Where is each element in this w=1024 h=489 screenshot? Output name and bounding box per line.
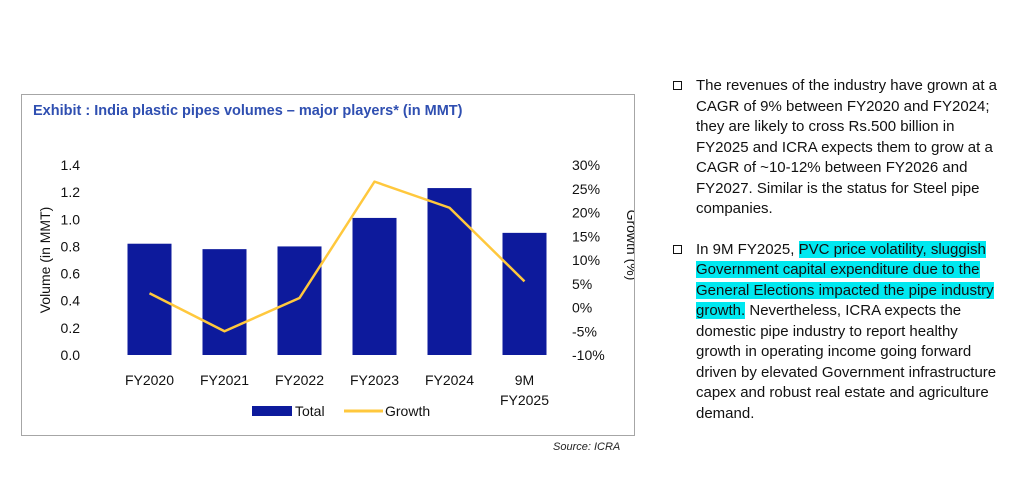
y-tick-label: 0.2 xyxy=(61,320,81,336)
x-tick-label: FY2024 xyxy=(425,372,474,388)
bar xyxy=(502,232,547,355)
source-note: Source: ICRA xyxy=(553,441,621,453)
y2-tick-label: 20% xyxy=(572,205,600,221)
y-tick-label: 0.0 xyxy=(61,347,81,363)
y2-tick-label: 30% xyxy=(572,157,600,173)
y-tick-label: 0.4 xyxy=(61,293,81,309)
x-tick-label: FY2020 xyxy=(125,372,174,388)
combo-chart: 0.0 0.2 0.4 0.6 0.8 1.0 1.2 1.4 -10% -5% 0% 5% 10% 15… xyxy=(37,157,634,419)
bullet-text: In 9M FY2025, xyxy=(696,240,799,258)
bar xyxy=(202,249,247,355)
x-tick-label: FY2025 xyxy=(500,392,549,408)
x-tick-label: FY2022 xyxy=(275,372,324,388)
y-tick-label: 1.0 xyxy=(61,211,81,227)
x-tick-label: FY2023 xyxy=(350,372,399,388)
chart-panel: Exhibit : India plastic pipes volumes – … xyxy=(21,94,635,436)
y-axis-label: Volume (in MMT) xyxy=(37,207,53,314)
y-tick-label: 0.8 xyxy=(61,238,81,254)
y2-tick-label: 15% xyxy=(572,228,600,244)
y2-tick-label: -5% xyxy=(572,323,597,339)
legend-label-total: Total xyxy=(295,403,325,419)
legend-label-growth: Growth xyxy=(385,403,430,419)
bar xyxy=(427,188,472,355)
y-tick-label: 0.6 xyxy=(61,266,81,282)
bullet-point: In 9M FY2025, PVC price volatility, slug… xyxy=(672,240,1002,425)
legend-swatch-total xyxy=(252,406,292,416)
y2-axis-label: Growth (%) xyxy=(624,210,634,281)
commentary-list: The revenues of the industry have grown … xyxy=(672,76,1002,424)
x-tick-label: FY2021 xyxy=(200,372,249,388)
y-tick-label: 1.4 xyxy=(61,157,81,173)
y2-tick-label: 0% xyxy=(572,300,592,316)
bar xyxy=(127,243,172,355)
y2-tick-label: 25% xyxy=(572,181,600,197)
growth-line xyxy=(148,180,526,333)
y2-tick-label: 5% xyxy=(572,276,592,292)
bullet-text: The revenues of the industry have grown … xyxy=(696,77,998,217)
y2-tick-label: 10% xyxy=(572,252,600,268)
y-tick-label: 1.2 xyxy=(61,184,81,200)
x-tick-label: 9M xyxy=(515,372,534,388)
bar xyxy=(277,246,322,355)
bullet-text: Nevertheless, ICRA expects the domestic … xyxy=(696,302,997,422)
bullet-point: The revenues of the industry have grown … xyxy=(672,76,1002,220)
y2-tick-label: -10% xyxy=(572,347,605,363)
bullet-box-icon xyxy=(673,244,682,254)
bar xyxy=(352,217,397,355)
bullet-box-icon xyxy=(673,81,682,90)
chart-title: Exhibit : India plastic pipes volumes – … xyxy=(33,103,463,119)
